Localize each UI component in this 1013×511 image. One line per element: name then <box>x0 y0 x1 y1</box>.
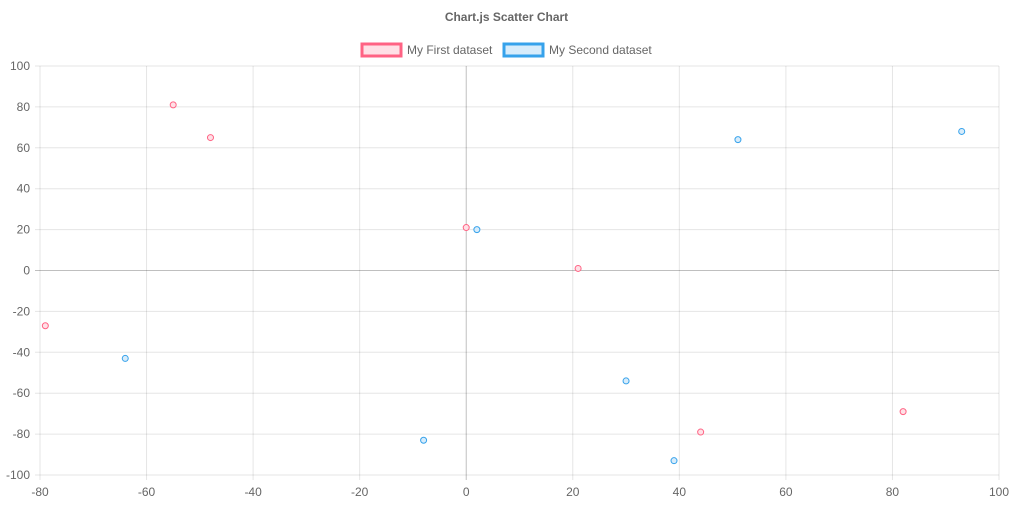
data-point-series-2[interactable] <box>958 127 966 135</box>
y-tick-label: -60 <box>13 386 31 400</box>
legend-swatch-second-dataset <box>502 42 545 58</box>
x-tick-label: 80 <box>886 485 900 499</box>
data-point-series-1[interactable] <box>206 134 214 142</box>
grid-lines <box>35 65 1000 480</box>
legend-label-second-dataset: My Second dataset <box>549 43 652 57</box>
data-point-series-1[interactable] <box>899 408 907 416</box>
data-point-series-2[interactable] <box>420 436 428 444</box>
x-tick-label: 40 <box>673 485 687 499</box>
data-point-series-1[interactable] <box>462 224 470 232</box>
y-tick-label: -20 <box>13 304 31 318</box>
data-point-series-2[interactable] <box>622 377 630 385</box>
y-tick-label: -80 <box>13 427 31 441</box>
data-point-series-2[interactable] <box>670 457 678 465</box>
data-point-series-1[interactable] <box>697 428 705 436</box>
data-point-series-2[interactable] <box>121 354 129 362</box>
data-points <box>41 101 966 465</box>
legend-label-first-dataset: My First dataset <box>407 43 493 57</box>
x-tick-label: -20 <box>351 485 369 499</box>
x-tick-label: 100 <box>989 485 1009 499</box>
y-tick-label: -100 <box>6 468 30 482</box>
chart-legend[interactable]: My First dataset My Second dataset <box>360 42 652 58</box>
x-tick-label: 60 <box>779 485 793 499</box>
y-tick-label: 80 <box>17 100 31 114</box>
legend-item-first-dataset[interactable]: My First dataset <box>360 42 493 58</box>
y-tick-label: 100 <box>10 59 30 73</box>
y-tick-label: 60 <box>17 141 31 155</box>
y-tick-label: 0 <box>23 264 30 278</box>
x-tick-label: -40 <box>244 485 262 499</box>
x-tick-label: 20 <box>566 485 580 499</box>
legend-swatch-first-dataset <box>360 42 403 58</box>
y-tick-label: -40 <box>13 345 31 359</box>
data-point-series-1[interactable] <box>574 264 582 272</box>
y-tick-label: 40 <box>17 182 31 196</box>
y-tick-label: 20 <box>17 223 31 237</box>
axis-labels: -80 -60 -40 -20 0 20 40 60 80 100 100 80 60 40 20 0 -20 -… <box>6 59 1009 499</box>
data-point-series-2[interactable] <box>734 136 742 144</box>
x-tick-label: -80 <box>31 485 49 499</box>
x-tick-label: 0 <box>463 485 470 499</box>
legend-item-second-dataset[interactable]: My Second dataset <box>502 42 652 58</box>
x-tick-label: -60 <box>138 485 156 499</box>
data-point-series-1[interactable] <box>41 322 49 330</box>
data-point-series-2[interactable] <box>473 226 481 234</box>
data-point-series-1[interactable] <box>169 101 177 109</box>
chart-title: Chart.js Scatter Chart <box>445 10 568 24</box>
